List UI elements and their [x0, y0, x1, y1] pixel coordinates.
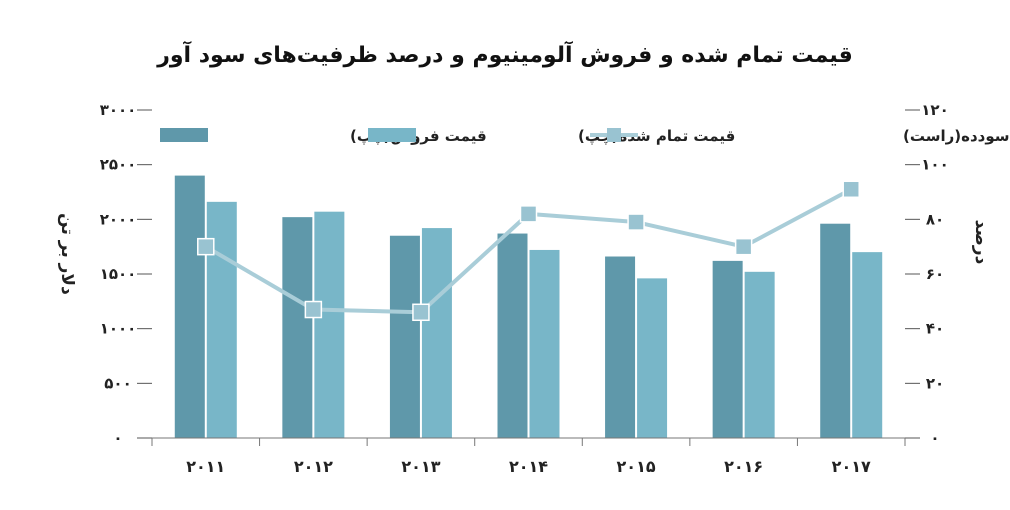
chart-title: قیمت تمام شده و فروش آلومینیوم و درصد ظر…: [156, 40, 853, 68]
line-point-marker: [412, 303, 430, 322]
bar-sales-price: [820, 223, 851, 438]
x-tick-label: ۲۰۱۳: [401, 457, 440, 476]
legend: قیمت فروش(چپ)قیمت تمام شده(چپ)درصد واحده…: [160, 127, 1010, 146]
line-point-marker: [734, 237, 753, 256]
bar-sales-price: [174, 175, 205, 438]
legend-label: درصد واحدهای ذوب سودده(راست): [903, 127, 1010, 145]
bar-cost-price: [314, 211, 345, 438]
line-point-marker: [842, 180, 860, 199]
bar-cost-price: [637, 278, 668, 438]
bar-cost-price: [852, 252, 883, 438]
x-tick-label: ۲۰۱۴: [509, 457, 548, 476]
left-tick-label: ۱۵۰۰: [100, 265, 137, 283]
bar-cost-price: [744, 271, 775, 438]
bar-sales-price: [389, 235, 420, 438]
line-point-marker: [304, 300, 323, 319]
bar-sales-price: [712, 260, 743, 438]
left-tick-label: ۲۰۰۰: [100, 210, 137, 228]
bar-cost-price: [206, 201, 237, 438]
x-tick-label: ۲۰۱۱: [186, 457, 225, 476]
x-tick-label: ۲۰۱۵: [617, 457, 656, 476]
left-tick-label: ۳۰۰۰: [100, 101, 137, 119]
right-tick-label: ۶۰: [926, 265, 944, 283]
legend-swatch-marker: [607, 128, 621, 142]
right-tick-label: ۲۰: [926, 374, 944, 392]
left-tick-label: ۱۰۰۰: [100, 320, 137, 338]
bar-sales-price: [605, 256, 636, 438]
legend-swatch: [160, 128, 208, 142]
bar-cost-price: [421, 228, 452, 438]
line-point-marker: [519, 205, 538, 223]
x-tick-label: ۲۰۱۶: [724, 457, 763, 476]
legend-swatch: [368, 128, 416, 142]
x-tick-label: ۲۰۱۲: [294, 457, 333, 476]
plot-area: ۰ ۵۰۰ ۱۰۰۰ ۱۵۰۰ ۲۰۰۰ ۲۵۰۰ ۳۰۰۰ ۰ ۲۰ ۴۰ ۶۰ ۸۰ ۱۰۰ ۱۲۰ ۲…: [100, 101, 949, 476]
right-tick-label: ۴۰: [926, 320, 944, 338]
x-tick-label: ۲۰۱۷: [832, 457, 871, 476]
line-point-marker: [197, 237, 215, 256]
left-tick-label: ۰: [113, 429, 122, 447]
right-tick-label: ۱۲۰: [921, 101, 948, 119]
left-tick-label: ۲۵۰۰: [100, 156, 137, 174]
right-axis-label: درصد: [971, 220, 991, 265]
right-tick-label: ۰: [930, 429, 939, 447]
bar-sales-price: [497, 233, 528, 438]
bar-sales-price: [282, 217, 313, 438]
left-axis-label: دلار بر تن: [57, 213, 77, 295]
right-tick-label: ۸۰: [926, 210, 944, 228]
bar-cost-price: [529, 249, 560, 438]
line-point-marker: [627, 213, 645, 231]
left-tick-label: ۵۰۰: [104, 374, 131, 392]
right-tick-label: ۱۰۰: [921, 156, 948, 174]
